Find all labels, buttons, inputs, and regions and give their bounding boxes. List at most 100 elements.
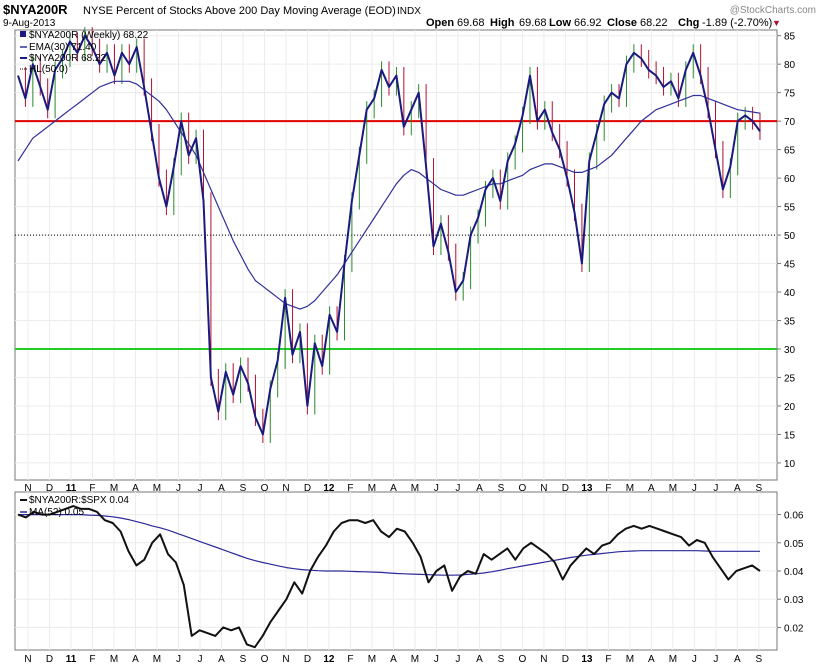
y-tick-label: 60 — [784, 174, 796, 185]
x-tick-label: J — [455, 654, 460, 665]
main-reference-lines — [15, 120, 777, 350]
y-tick-label: 0.02 — [784, 623, 804, 634]
exchange-label: INDX — [397, 6, 421, 17]
y-tick-label: 70 — [784, 117, 796, 128]
x-tick-label: J — [197, 654, 202, 665]
y-tick-label: 15 — [784, 430, 796, 441]
x-tick-label: A — [132, 483, 139, 494]
y-tick-label: 55 — [784, 203, 796, 214]
x-tick-label: M — [153, 654, 161, 665]
chart-date: 9-Aug-2013 — [3, 18, 56, 29]
x-tick-label: M — [669, 654, 677, 665]
x-tick-label: N — [540, 654, 547, 665]
open-value: 69.68 — [457, 17, 485, 29]
ratio-legend: $NYA200R:$SPX 0.04 MA(52) 0.05 — [20, 495, 129, 518]
x-tick-label: J — [434, 654, 439, 665]
close-value: 68.22 — [640, 17, 668, 29]
legend-symbol-swatch — [20, 31, 26, 37]
x-tick-label: S — [498, 483, 505, 494]
legend-ema-label: EMA(30) 71.40 — [29, 42, 97, 53]
x-tick-label: M — [368, 654, 376, 665]
x-tick-label: A — [734, 483, 741, 494]
ratio-legend-title: $NYA200R:$SPX 0.04 — [29, 495, 129, 506]
y-tick-label: 30 — [784, 345, 796, 356]
high-label: High — [490, 17, 515, 29]
ohlc-readout: Open 69.68 High 69.68 Low 66.92 Close 68… — [426, 17, 781, 29]
x-tick-label: D — [304, 654, 311, 665]
y-tick-label: 35 — [784, 317, 796, 328]
low-value: 66.92 — [574, 17, 602, 29]
x-tick-label: A — [648, 483, 655, 494]
y-tick-label: 85 — [784, 32, 796, 43]
ma52-line — [18, 513, 760, 576]
legend-ma-label: MA(52) 0.05 — [29, 507, 84, 518]
x-tick-label: M — [626, 654, 634, 665]
x-tick-label: A — [648, 654, 655, 665]
x-tick-label: O — [261, 483, 269, 494]
y-tick-label: 10 — [784, 459, 796, 470]
x-tick-label: M — [110, 483, 118, 494]
x-tick-label: J — [434, 483, 439, 494]
y-tick-label: 0.06 — [784, 511, 804, 522]
x-tick-label: M — [411, 654, 419, 665]
x-tick-label: D — [304, 483, 311, 494]
legend-series-label: $NYA200R 68.22 — [29, 53, 107, 64]
x-tick-label: 11 — [66, 654, 77, 665]
x-tick-label: S — [756, 654, 763, 665]
ema30-line — [17, 80, 761, 310]
x-tick-label: J — [176, 483, 181, 494]
x-tick-label: F — [347, 483, 353, 494]
chg-label: Chg — [678, 17, 699, 29]
x-tick-label: J — [692, 654, 697, 665]
x-tick-label: S — [240, 483, 247, 494]
y-tick-label: 40 — [784, 288, 796, 299]
symbol-title: $NYA200R — [3, 2, 68, 17]
x-tick-label: N — [282, 654, 289, 665]
x-tick-label: M — [626, 483, 634, 494]
main-y-axis: 10 15 20 25 30 35 40 45 50 55 60 65 70 75 80 85 — [777, 32, 796, 470]
y-tick-label: 50 — [784, 231, 796, 242]
y-tick-label: 45 — [784, 260, 796, 271]
x-tick-label: N — [282, 483, 289, 494]
y-tick-label: 65 — [784, 146, 796, 157]
y-tick-label: 0.04 — [784, 567, 804, 578]
main-series-lines — [17, 34, 761, 436]
legend-hl-label: HL(50.0) — [29, 64, 68, 75]
x-tick-label: D — [46, 483, 53, 494]
x-tick-label: J — [713, 483, 718, 494]
x-tick-label: A — [390, 483, 397, 494]
x-tick-label: M — [669, 483, 677, 494]
x-tick-label: M — [153, 483, 161, 494]
x-tick-label: F — [605, 654, 611, 665]
y-tick-label: 0.05 — [784, 539, 804, 550]
x-tick-label: A — [476, 654, 483, 665]
x-tick-label: S — [756, 483, 763, 494]
down-arrow-icon: ▼ — [772, 18, 781, 28]
x-tick-label: F — [347, 654, 353, 665]
x-tick-label: A — [218, 483, 225, 494]
watermark: @StockCharts.com — [730, 5, 816, 16]
x-tick-label: N — [24, 654, 31, 665]
x-tick-label: 12 — [323, 654, 335, 665]
x-tick-label: A — [476, 483, 483, 494]
high-value: 69.68 — [519, 17, 547, 29]
x-tick-label: O — [519, 483, 527, 494]
x-tick-label: F — [89, 654, 95, 665]
ratio-line — [17, 505, 761, 649]
x-tick-label: M — [110, 654, 118, 665]
x-tick-label: J — [197, 483, 202, 494]
x-tick-label: F — [89, 483, 95, 494]
x-tick-label: J — [455, 483, 460, 494]
main-panel-frame — [14, 29, 778, 481]
x-tick-label: A — [132, 654, 139, 665]
x-tick-label: 13 — [581, 654, 593, 665]
x-tick-label: D — [562, 483, 569, 494]
x-tick-label: O — [519, 654, 527, 665]
x-tick-label: D — [46, 654, 53, 665]
nya200r-line — [17, 34, 761, 436]
open-label: Open — [426, 17, 454, 29]
y-tick-label: 80 — [784, 60, 796, 71]
x-tick-label: A — [734, 654, 741, 665]
main-grid — [15, 30, 777, 480]
